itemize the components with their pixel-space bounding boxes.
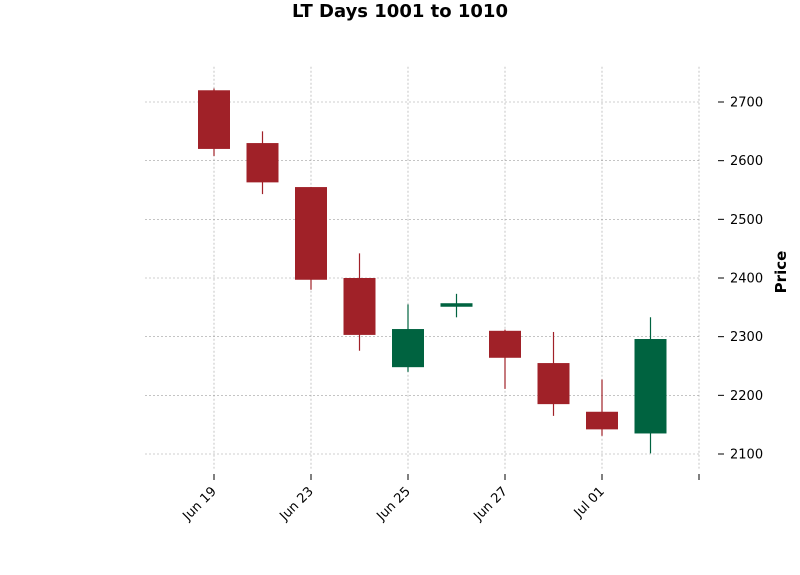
candle xyxy=(392,304,424,372)
candle-body xyxy=(586,411,618,430)
candle-body xyxy=(440,303,473,307)
y-tick-label: 2200 xyxy=(730,389,763,404)
x-tick-label: Jun 23 xyxy=(277,484,317,524)
y-axis-label: Price xyxy=(772,251,790,294)
chart-title: LT Days 1001 to 1010 xyxy=(292,1,508,22)
x-tick-label: Jun 19 xyxy=(180,484,220,524)
candle-body xyxy=(343,278,376,335)
candle xyxy=(295,187,327,290)
y-tick-label: 2100 xyxy=(730,448,763,463)
candle xyxy=(246,131,279,195)
x-tick-label: Jun 27 xyxy=(471,484,511,524)
candle-body xyxy=(489,330,521,358)
candle xyxy=(198,88,230,156)
candle xyxy=(634,317,667,454)
candle xyxy=(489,329,521,389)
candle-body xyxy=(295,187,327,280)
candle-body xyxy=(246,143,279,183)
x-tick-label: Jun 25 xyxy=(374,484,414,524)
y-axis: 2100 2200 2300 2400 2500 2600 2700 xyxy=(718,96,763,463)
x-axis: Jun 19 Jun 23 Jun 25 Jun 27 Jul 01 xyxy=(180,474,700,525)
candle-body xyxy=(198,90,230,149)
y-tick-label: 2500 xyxy=(730,213,763,228)
candle-body xyxy=(392,329,424,368)
candle xyxy=(343,253,376,351)
x-tick-label: Jul 01 xyxy=(571,484,608,521)
candle xyxy=(537,331,570,416)
candle xyxy=(586,379,618,436)
candle-body xyxy=(537,363,570,405)
y-tick-label: 2400 xyxy=(730,272,763,287)
y-tick-label: 2700 xyxy=(730,96,763,111)
y-tick-label: 2300 xyxy=(730,330,763,345)
candle-body xyxy=(634,339,667,434)
y-tick-label: 2600 xyxy=(730,154,763,169)
candles xyxy=(198,88,667,454)
candle xyxy=(440,293,473,318)
